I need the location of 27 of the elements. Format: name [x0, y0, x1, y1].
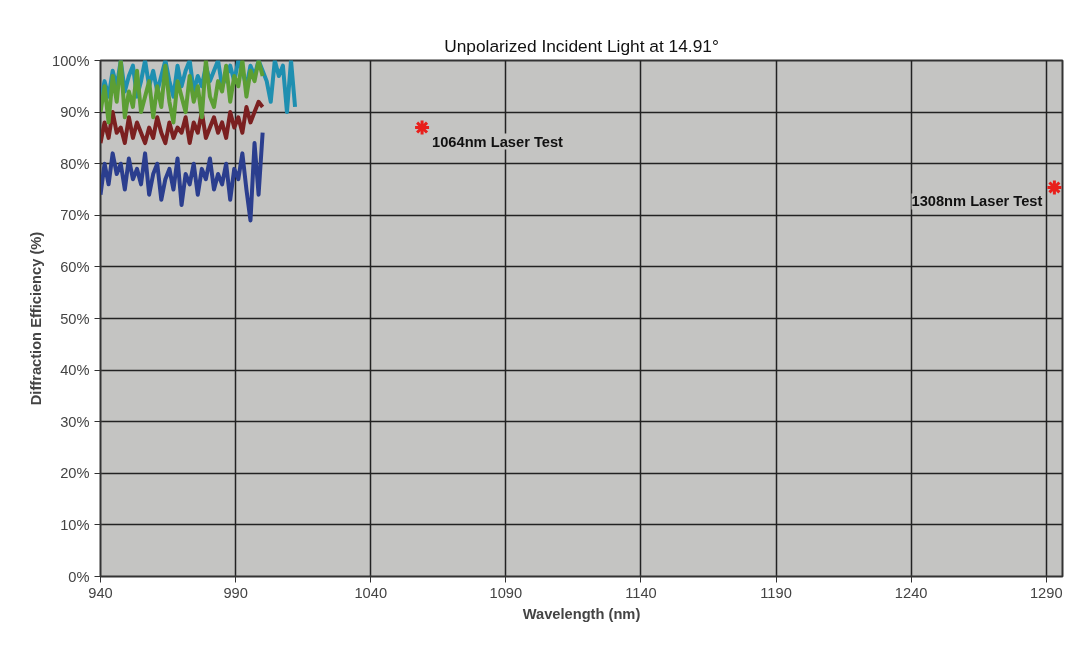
line-series	[100, 99, 265, 146]
x-axis-title: Wavelength (nm)	[522, 605, 641, 622]
y-tick-label: 20%	[60, 465, 90, 482]
y-tick-label: 40%	[60, 362, 90, 379]
x-tick-label: 1190	[760, 584, 792, 601]
y-tick-label: 60%	[60, 258, 90, 275]
x-tick-label: 1090	[489, 584, 523, 601]
y-tick-label: 80%	[60, 155, 90, 172]
annotation: 1308nm Laser Test	[911, 193, 1043, 210]
y-tick-label: 10%	[60, 516, 90, 533]
x-tick-label: 940	[88, 584, 113, 601]
x-tick-label: 1140	[625, 584, 657, 601]
chart-title: Unpolarized Incident Light at 14.91°	[444, 35, 719, 56]
y-tick-label: 50%	[60, 310, 90, 327]
line-series	[100, 60, 265, 125]
x-tick-label: 1040	[354, 584, 388, 601]
y-tick-label: 30%	[60, 413, 90, 430]
y-tick-label: 90%	[60, 104, 90, 121]
annotation: 1064nm Laser Test	[432, 133, 564, 150]
y-tick-label: 0%	[68, 568, 90, 585]
y-axis-title: Diffraction Efficiency (%)	[28, 231, 45, 406]
line-series	[100, 130, 265, 223]
x-tick-label: 1290	[1029, 584, 1063, 601]
y-tick-label: 70%	[60, 207, 90, 224]
y-tick-label: 100%	[52, 52, 90, 69]
x-tick-label: 1240	[894, 584, 928, 601]
x-tick-label: 990	[223, 584, 248, 601]
